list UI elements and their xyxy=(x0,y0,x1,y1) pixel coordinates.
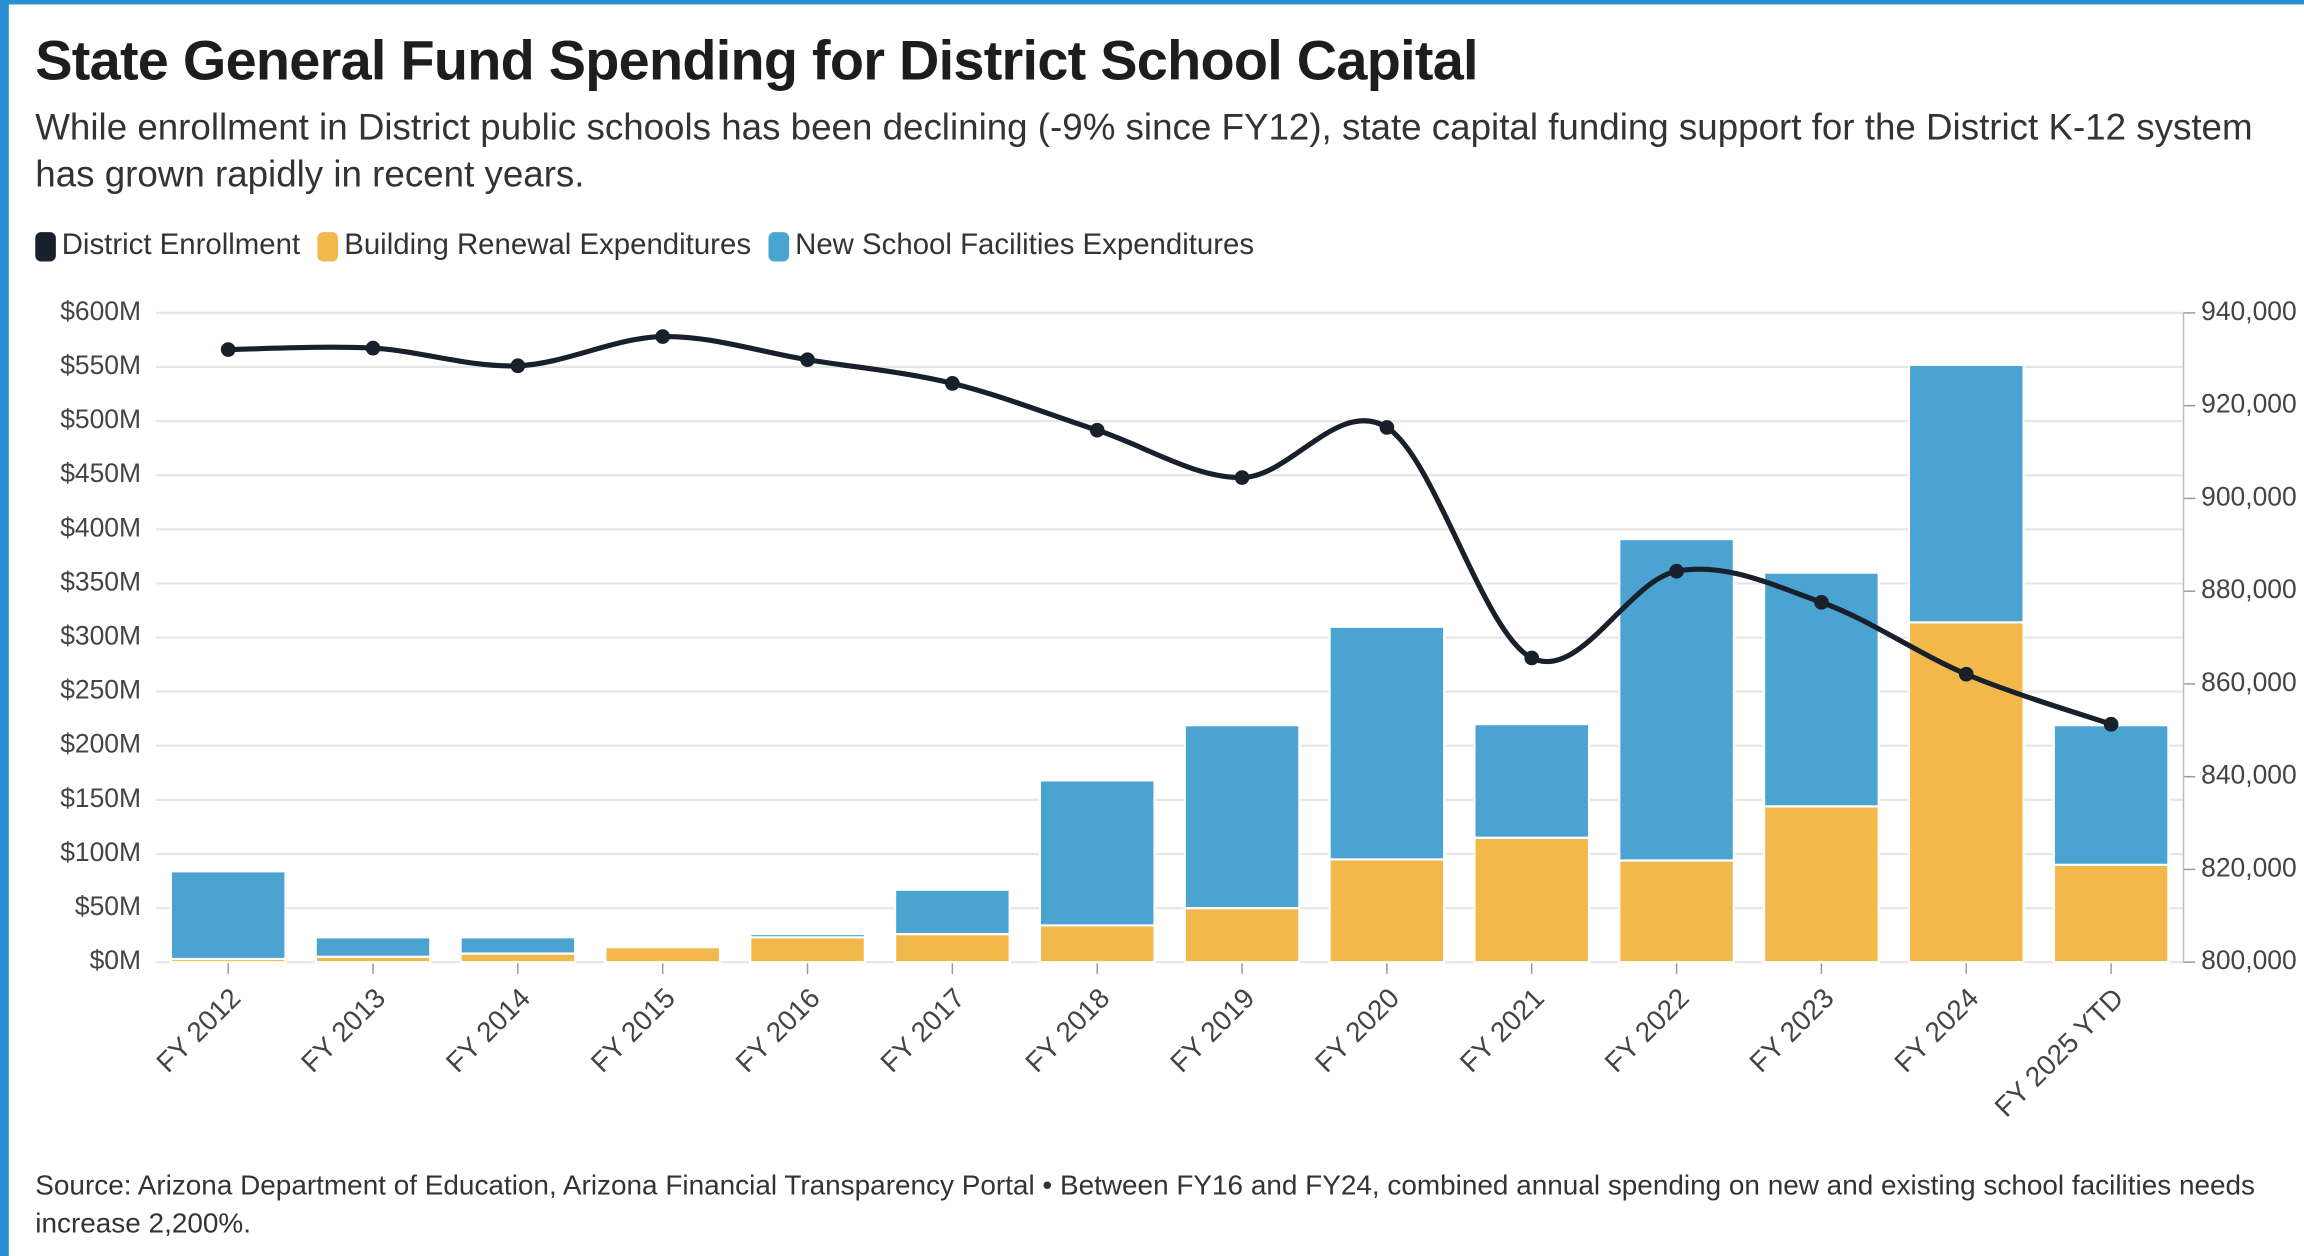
bar-segment xyxy=(1618,537,1735,862)
x-tick-label: FY 2013 xyxy=(295,982,391,1078)
bar-segment xyxy=(459,952,577,964)
y-tick-label: $100M xyxy=(60,837,141,867)
bar-segment xyxy=(1038,779,1156,927)
y-tick-label: $400M xyxy=(60,512,141,542)
enrollment-point xyxy=(800,352,815,368)
x-tick-label: FY 2012 xyxy=(150,982,246,1078)
enrollment-point xyxy=(1524,650,1540,666)
enrollment-point xyxy=(1234,470,1250,485)
bar-segment xyxy=(1763,571,1880,808)
y2-tick-label: 920,000 xyxy=(2201,389,2297,419)
chart-title: State General Fund Spending for District… xyxy=(35,30,1478,93)
y2-tick-label: 800,000 xyxy=(2201,945,2297,975)
x-tick-label: FY 2014 xyxy=(440,982,536,1078)
plot: $0M $50M $100M $150M $200M $250M $300M $350M $40… xyxy=(60,296,2297,1123)
enrollment-point xyxy=(945,376,960,391)
legend-item: New School Facilities Expenditures xyxy=(768,229,1255,263)
y-tick-label: $150M xyxy=(60,783,141,813)
enrollment-point xyxy=(1814,594,1829,610)
bar-segment xyxy=(2052,724,2170,866)
source-note: Source: Arizona Department of Education,… xyxy=(35,1170,2256,1240)
enrollment-point xyxy=(1958,666,1974,682)
bar-segment xyxy=(1328,625,1446,861)
bar-segment xyxy=(893,888,1011,936)
bar-segment xyxy=(1183,724,1301,910)
bar-segment xyxy=(1473,723,1591,839)
x-tick-label: FY 2016 xyxy=(730,982,826,1078)
x-tick-label: FY 2017 xyxy=(874,982,970,1078)
y-tick-label: $0M xyxy=(90,945,141,975)
x-tick-label: FY 2024 xyxy=(1888,982,1984,1078)
x-tick-label: FY 2020 xyxy=(1309,982,1405,1078)
enrollment-line xyxy=(228,333,2112,727)
y2-tick-label: 860,000 xyxy=(2201,667,2297,697)
y-tick-label: $300M xyxy=(60,621,141,651)
legend-swatch xyxy=(35,231,56,261)
y-tick-label: $250M xyxy=(60,675,141,705)
bar-segment xyxy=(1618,859,1735,964)
bar-segment xyxy=(604,945,722,964)
bar-segment xyxy=(1038,924,1156,964)
bar-segment xyxy=(1763,805,1880,964)
bar-segment xyxy=(604,943,722,949)
legend-item: Building Renewal Expenditures xyxy=(317,229,752,263)
bar-segment xyxy=(459,936,577,955)
legend-label: District Enrollment xyxy=(61,229,301,262)
y2-tick-label: 940,000 xyxy=(2201,296,2297,326)
enrollment-point xyxy=(510,358,526,374)
y-tick-label: $500M xyxy=(60,404,141,434)
legend-swatch xyxy=(768,231,790,261)
enrollment-point xyxy=(655,329,671,344)
enrollment-point xyxy=(365,340,381,356)
y-tick-label: $50M xyxy=(75,891,141,921)
x-tick-label: FY 2015 xyxy=(585,982,681,1078)
bar-segment xyxy=(749,932,866,939)
bar-segment xyxy=(2052,863,2170,964)
legend: District Enrollment Building Renewal Expe… xyxy=(35,229,1254,263)
y-tick-label: $550M xyxy=(60,350,141,380)
y2-tick-label: 840,000 xyxy=(2201,760,2297,790)
enrollment-point xyxy=(220,342,236,357)
y-tick-label: $350M xyxy=(60,566,141,596)
bar-segment xyxy=(1183,906,1301,964)
y2-tick-label: 820,000 xyxy=(2201,852,2297,882)
bar-segment xyxy=(749,936,866,964)
bar-segment xyxy=(1907,363,2025,624)
enrollment-point xyxy=(1089,422,1105,438)
y-tick-label: $200M xyxy=(60,729,141,759)
bar-segment xyxy=(1473,836,1591,964)
x-tick-label: FY 2018 xyxy=(1019,982,1115,1078)
bar-segment xyxy=(314,936,432,958)
x-tick-label: FY 2019 xyxy=(1164,982,1260,1078)
legend-label: New School Facilities Expenditures xyxy=(795,229,1255,262)
y2-tick-label: 880,000 xyxy=(2201,574,2297,604)
enrollment-point xyxy=(1379,420,1395,435)
y2-tick-label: 900,000 xyxy=(2201,481,2297,511)
bar-segment xyxy=(169,870,287,961)
bar-segment xyxy=(1328,858,1446,964)
legend-item: District Enrollment xyxy=(35,229,300,263)
x-tick-label: FY 2025 YTD xyxy=(1989,982,2130,1123)
legend-label: Building Renewal Expenditures xyxy=(344,229,752,262)
x-tick-label: FY 2022 xyxy=(1599,982,1695,1078)
chart-subtitle: While enrollment in District public scho… xyxy=(35,107,2253,196)
x-tick-label: FY 2023 xyxy=(1744,982,1840,1078)
x-tick-label: FY 2021 xyxy=(1454,982,1550,1078)
y-tick-label: $600M xyxy=(60,296,141,326)
enrollment-point xyxy=(2103,716,2119,732)
y-tick-label: $450M xyxy=(60,458,141,488)
bar-segment xyxy=(893,932,1011,964)
legend-swatch xyxy=(317,231,339,261)
enrollment-point xyxy=(1669,563,1684,579)
